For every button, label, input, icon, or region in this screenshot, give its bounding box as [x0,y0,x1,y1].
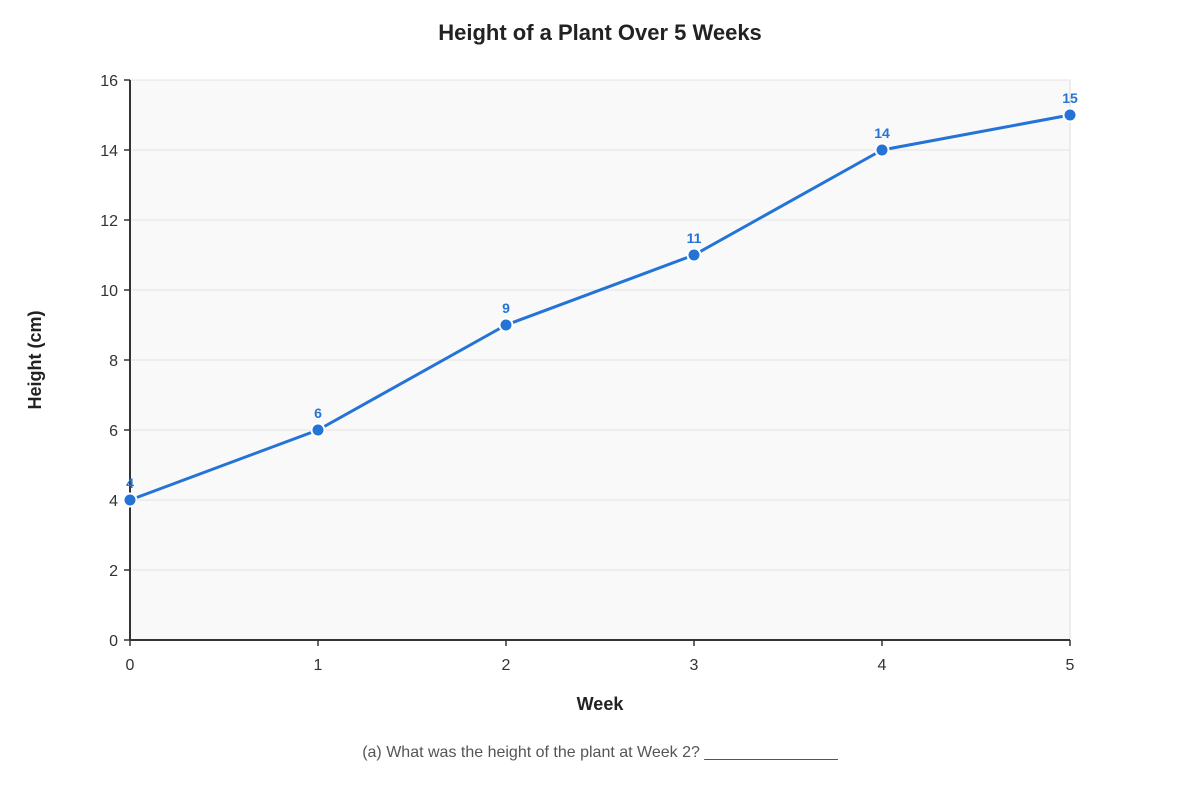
data-label: 6 [314,405,322,421]
data-point [310,422,326,438]
x-tick-label: 1 [314,657,323,674]
data-label: 11 [687,230,702,246]
x-tick-label: 0 [126,657,135,674]
data-point [686,247,702,263]
data-labels: 4 6 9 11 14 15 [126,90,1078,491]
data-point [498,317,514,333]
data-label: 14 [874,125,890,141]
y-tick-label: 2 [109,563,118,580]
series-line [128,113,1072,502]
data-point [874,142,890,158]
x-tick-label: 4 [878,657,887,674]
series-group [122,107,1078,508]
y-tick-label: 14 [100,143,118,160]
data-label: 15 [1062,90,1078,106]
y-tick-label: 0 [109,633,118,650]
question-text: (a) What was the height of the plant at … [362,744,838,761]
y-tick-label: 6 [109,423,118,440]
y-tick-label: 4 [109,493,118,510]
y-tick-label: 12 [100,213,118,230]
y-axis-label: Height (cm) [25,310,45,409]
data-label: 9 [502,300,510,316]
x-tick-label: 5 [1066,657,1075,674]
y-tick-label: 16 [100,73,118,90]
x-axis-label: Week [577,694,625,714]
x-tick-label: 2 [502,657,511,674]
y-tick-label: 10 [100,283,118,300]
chart-title: Height of a Plant Over 5 Weeks [438,20,762,45]
data-point [1062,107,1078,123]
x-tick-label: 3 [690,657,699,674]
data-label: 4 [126,475,134,491]
y-tick-label: 8 [109,353,118,370]
data-point [122,492,138,508]
